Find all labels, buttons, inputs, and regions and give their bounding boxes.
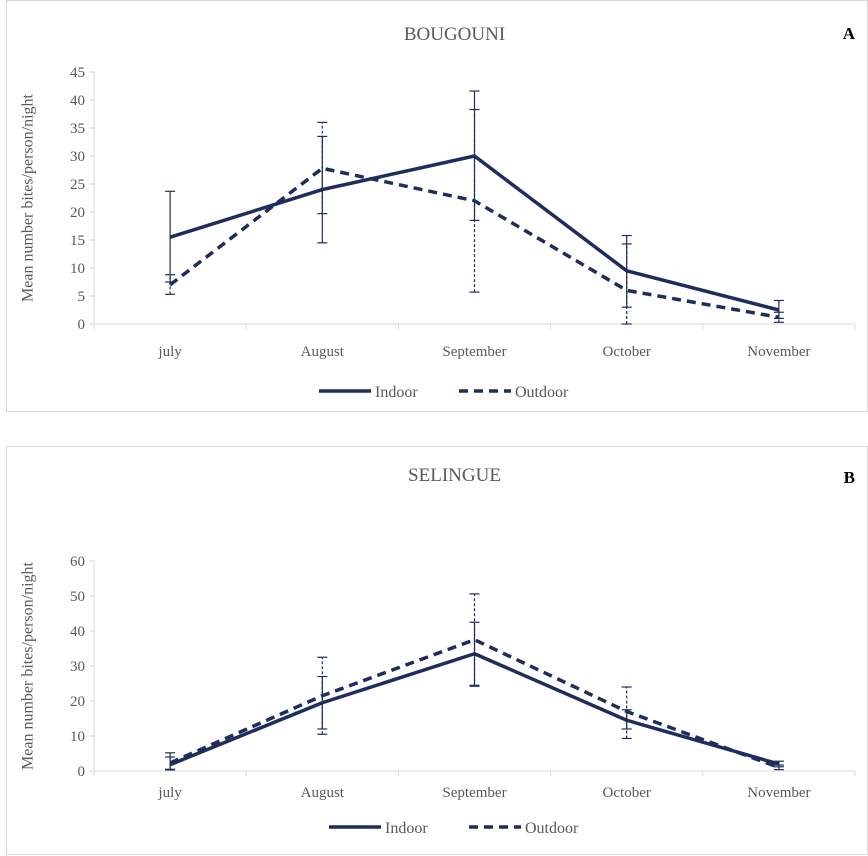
legend-label-outdoor: Outdoor [525,820,579,837]
x-tick-label: November [747,785,810,801]
x-tick-label: july [157,344,182,360]
legend-label-outdoor: Outdoor [515,384,569,401]
y-tick-label: 15 [70,233,85,249]
y-tick-label: 30 [70,149,85,165]
y-tick-label: 10 [70,261,85,277]
y-tick-label: 0 [78,764,86,780]
y-tick-label: 50 [70,589,85,605]
chart-svg-bougouni: BOUGOUNI A 0 5 10 15 20 25 30 35 40 45 july August Sep… [7,1,868,413]
legend-label-indoor: Indoor [385,820,428,837]
y-tick-label: 40 [70,93,85,109]
y-axis-label: Mean number bites/person/night [20,93,37,302]
panel-label: A [843,24,856,43]
x-tick-label: September [442,344,506,360]
chart-panel-bougouni: BOUGOUNI A 0 5 10 15 20 25 30 35 40 45 july August Sep… [6,0,868,412]
panel-label: B [844,468,855,487]
chart-title: BOUGOUNI [404,24,505,45]
y-tick-label: 20 [70,205,85,221]
y-tick-label: 45 [70,65,85,81]
y-tick-label: 10 [70,729,85,745]
chart-title: SELINGUE [408,465,501,486]
legend-label-indoor: Indoor [375,384,418,401]
y-tick-label: 35 [70,121,85,137]
x-tick-label: October [603,785,651,801]
x-tick-label: August [301,785,345,801]
y-tick-label: 0 [78,317,86,333]
y-tick-label: 30 [70,659,85,675]
y-tick-label: 40 [70,624,85,640]
y-axis-label: Mean number bites/person/night [20,561,37,770]
chart-svg-selingue: SELINGUE B 0 10 20 30 40 50 60 july August Septembe… [7,447,868,856]
y-tick-label: 5 [78,289,86,305]
x-tick-label: September [442,785,506,801]
y-tick-label: 25 [70,177,85,193]
x-tick-label: October [603,344,651,360]
y-tick-label: 20 [70,694,85,710]
chart-panel-selingue: SELINGUE B 0 10 20 30 40 50 60 july August Septembe… [6,446,868,855]
x-tick-label: August [301,344,345,360]
x-tick-label: November [747,344,810,360]
x-tick-label: july [157,785,182,801]
y-tick-label: 60 [70,554,85,570]
